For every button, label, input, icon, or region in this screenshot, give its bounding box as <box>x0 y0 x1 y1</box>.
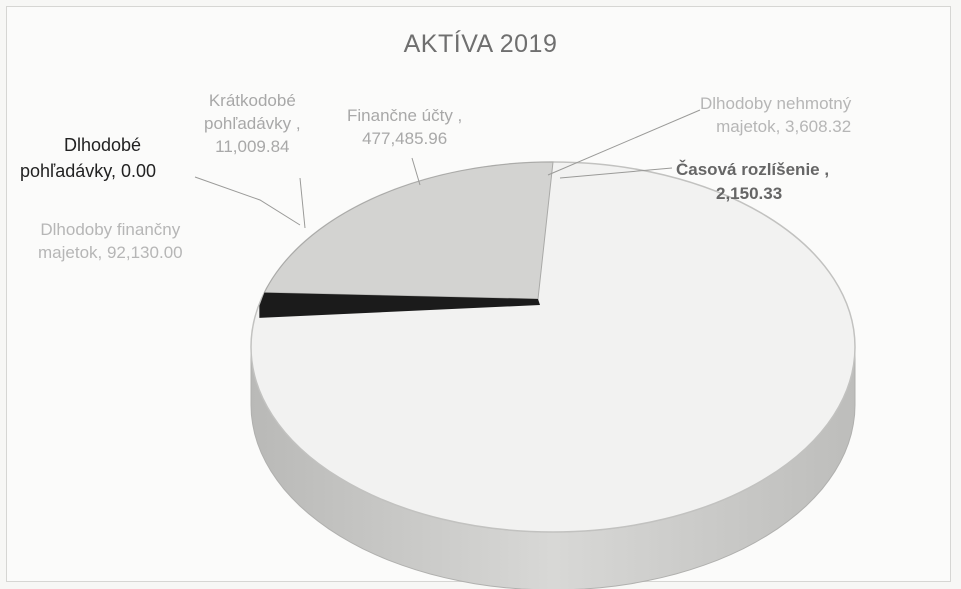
label-nehmotny-name: Dlhodoby nehmotný <box>700 94 852 113</box>
label-financne-ucty: Finančne účty , 477,485.96 <box>347 104 462 150</box>
label-financny-value: majetok, 92,130.00 <box>38 243 183 262</box>
label-casova-rozlisenie: Časová rozlíšenie , 2,150.33 <box>676 158 829 206</box>
label-casova-name: Časová rozlíšenie , <box>676 160 830 179</box>
label-dlhodobe-pohladavky: Dlhodobé pohľadávky, 0.00 <box>20 132 156 184</box>
leader-kratkodobe <box>299 177 306 229</box>
label-dlhodobe-name: Dlhodobé <box>64 135 142 155</box>
label-dlhodoby-nehmotny: Dlhodoby nehmotný majetok, 3,608.32 <box>700 92 851 138</box>
label-kratkodobe-value-2: 11,009.84 <box>215 137 290 156</box>
label-kratkodobe-name: Krátkodobé <box>208 91 296 110</box>
label-dlhodoby-financny: Dlhodoby finančny majetok, 92,130.00 <box>38 218 183 264</box>
leader-dlhodobe <box>194 176 301 226</box>
label-kratkodobe-pohladavky: Krátkodobé pohľadávky , 11,009.84 <box>204 89 301 158</box>
label-financne-name: Finančne účty , <box>347 106 463 125</box>
label-dlhodobe-value: pohľadávky, 0.00 <box>20 161 157 181</box>
label-nehmotny-value: majetok, 3,608.32 <box>716 117 852 136</box>
chart-title: AKTÍVA 2019 <box>403 30 558 58</box>
label-kratkodobe-value-1: pohľadávky , <box>204 114 301 133</box>
label-casova-value: 2,150.33 <box>716 184 783 203</box>
leader-casova <box>559 167 673 179</box>
label-financne-value: 477,485.96 <box>362 129 448 148</box>
leader-nehmotny <box>547 109 701 176</box>
leader-financne <box>411 157 421 186</box>
label-financny-name: Dlhodoby finančny <box>40 220 181 239</box>
pie-slice-financne-ucty <box>263 161 554 300</box>
pie-slice-dlhodobe-pohladavky <box>259 292 540 318</box>
